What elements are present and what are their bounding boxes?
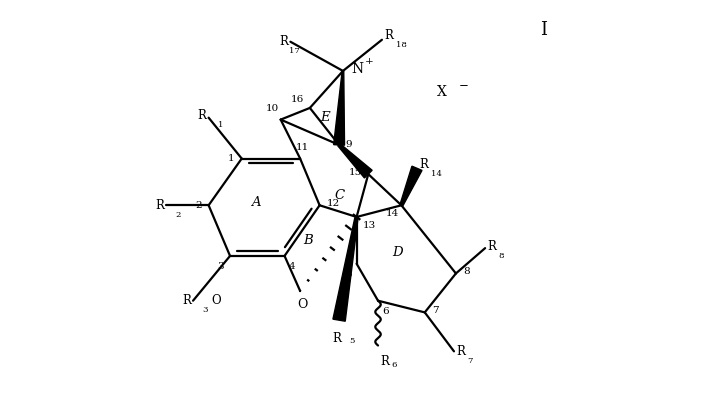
Text: 17: 17 — [289, 47, 300, 55]
Text: 1: 1 — [228, 154, 235, 163]
Text: 10: 10 — [265, 103, 279, 113]
Text: O: O — [211, 294, 221, 307]
Text: X: X — [438, 85, 447, 100]
Text: R: R — [198, 109, 207, 122]
Text: −: − — [459, 78, 469, 91]
Text: 2: 2 — [175, 211, 181, 219]
Text: E: E — [321, 111, 330, 124]
Text: R: R — [280, 35, 288, 48]
Text: 4: 4 — [288, 262, 295, 271]
Text: C: C — [334, 189, 344, 202]
Text: 3: 3 — [203, 306, 208, 314]
Text: D: D — [392, 246, 403, 258]
Text: 3: 3 — [218, 262, 224, 271]
Text: 2: 2 — [195, 201, 202, 210]
Text: 1: 1 — [218, 121, 224, 129]
Text: 13: 13 — [363, 221, 376, 230]
Text: 8: 8 — [463, 267, 469, 276]
Text: 7: 7 — [468, 357, 473, 365]
Text: R: R — [155, 199, 164, 212]
Text: 8: 8 — [499, 252, 504, 260]
Text: R: R — [487, 240, 496, 253]
Text: 5: 5 — [349, 337, 354, 345]
Text: +: + — [365, 57, 374, 66]
Text: R: R — [182, 294, 191, 307]
Text: O: O — [297, 298, 307, 311]
Text: R: R — [332, 332, 342, 345]
Text: R: R — [380, 355, 389, 368]
Text: 15: 15 — [349, 168, 363, 177]
Text: B: B — [303, 234, 313, 247]
Polygon shape — [334, 71, 345, 145]
Text: A: A — [252, 196, 261, 209]
Text: 6: 6 — [392, 361, 397, 369]
Text: 18: 18 — [396, 41, 407, 49]
Polygon shape — [400, 166, 422, 206]
Polygon shape — [333, 217, 358, 321]
Text: R: R — [456, 345, 465, 358]
Polygon shape — [338, 144, 372, 178]
Text: 16: 16 — [291, 95, 304, 104]
Text: 12: 12 — [327, 199, 340, 208]
Text: 7: 7 — [432, 306, 438, 315]
Text: R: R — [384, 29, 393, 42]
Text: 5: 5 — [345, 269, 352, 278]
Text: I: I — [540, 21, 547, 39]
Text: 11: 11 — [296, 143, 309, 152]
Text: R: R — [419, 158, 428, 171]
Text: N: N — [352, 62, 363, 76]
Text: 6: 6 — [383, 307, 389, 316]
Text: 14: 14 — [430, 170, 441, 178]
Text: 14: 14 — [386, 209, 399, 218]
Text: 9: 9 — [345, 141, 352, 149]
